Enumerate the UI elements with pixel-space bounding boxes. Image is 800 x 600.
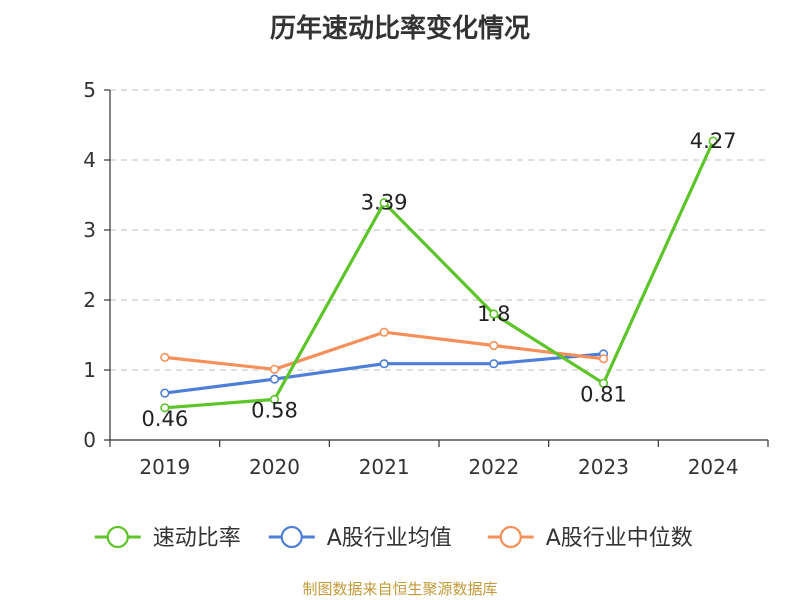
x-tick-label: 2020 (249, 455, 300, 479)
y-tick-label: 3 (83, 218, 96, 242)
data-point (598, 354, 609, 364)
data-point (160, 403, 170, 413)
data-point (598, 378, 609, 388)
x-tick-label: 2021 (359, 455, 410, 479)
chart-title: 历年速动比率变化情况 (269, 14, 530, 44)
x-tick-label: 2019 (139, 455, 190, 479)
data-point (160, 352, 170, 363)
series-group (160, 136, 718, 413)
data-point (269, 364, 280, 374)
data-label: 4.27 (690, 129, 737, 153)
x-tick-label: 2023 (578, 455, 629, 479)
data-point (269, 374, 280, 384)
y-tick-label: 2 (83, 288, 96, 312)
data-point (269, 394, 280, 405)
source-footer: 制图数据来自恒生聚源数据库 (302, 580, 498, 598)
data-point (489, 340, 499, 351)
legend-swatch-marker (499, 525, 522, 549)
axes: 0 1 2 3 4 5 2019 2020 2021 2022 2023 2024 (83, 78, 769, 479)
data-point (379, 327, 389, 337)
x-tick-label: 2024 (688, 455, 739, 479)
data-point (379, 359, 389, 369)
y-tick-label: 1 (83, 358, 96, 382)
data-label: 3.39 (361, 191, 408, 215)
data-point (489, 309, 499, 319)
legend-swatch-marker (280, 525, 303, 549)
data-point (379, 198, 389, 208)
legend-label: 速动比率 (153, 526, 241, 551)
legend[interactable]: 速动比率 A股行业均值 A股行业中位数 (94, 525, 693, 551)
x-tick-label: 2022 (468, 455, 519, 479)
data-point (489, 359, 499, 369)
data-point (708, 136, 718, 146)
y-tick-label: 4 (83, 148, 96, 172)
legend-swatch-marker (106, 525, 129, 549)
data-label: 0.58 (251, 398, 298, 422)
data-point (160, 388, 170, 398)
legend-label: A股行业均值 (327, 526, 452, 551)
data-label: 0.81 (580, 382, 627, 406)
y-tick-label: 5 (83, 78, 96, 102)
legend-label: A股行业中位数 (546, 526, 693, 551)
grid-lines (110, 89, 768, 371)
data-label: 1.8 (477, 302, 510, 326)
series-line (164, 140, 715, 410)
data-labels: 0.46 0.58 3.39 1.8 0.81 4.27 (141, 129, 736, 431)
data-label: 0.46 (141, 407, 188, 431)
y-tick-label: 0 (83, 428, 96, 452)
